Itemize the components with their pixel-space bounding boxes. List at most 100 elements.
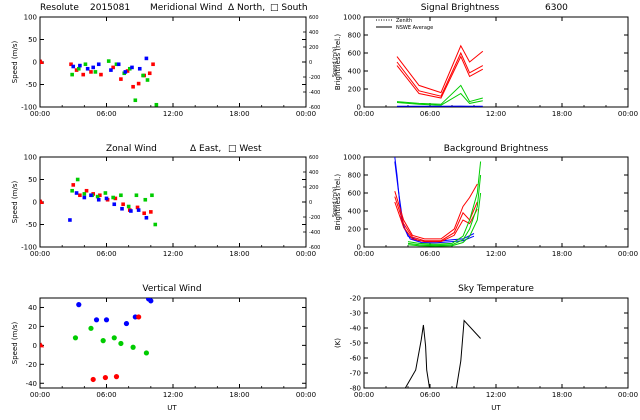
signal-ytick-label: 400 (348, 68, 361, 76)
signal-series-red-3 (396, 55, 484, 99)
zonal-rtick-label: -200 (309, 215, 320, 221)
zonal-point-green (82, 192, 87, 196)
vertical-ylabel: Speed (m/s) (11, 322, 19, 365)
meridional-point-red (136, 81, 141, 86)
vertical-xtick-label: 00:00 (296, 391, 316, 399)
meridional-title: Meridional Wind (150, 3, 222, 13)
sky-ytick-label: -40 (350, 325, 361, 333)
meridional-ytick-label: 100 (24, 14, 37, 22)
meridional-point-red (81, 72, 86, 77)
zonal-legend-west: □ West (228, 144, 262, 154)
meridional-point-green (127, 66, 132, 71)
meridional-point-red (111, 65, 115, 70)
meridional-point-red (99, 72, 103, 77)
vertical-point-green (111, 335, 117, 341)
background-ytick-label: 600 (348, 190, 361, 198)
signal-series-green-1 (396, 84, 483, 105)
meridional-data (40, 56, 159, 107)
background-xtick-label: 00:00 (618, 250, 638, 258)
meridional-point-blue (91, 65, 95, 70)
meridional-ylabel: Speed (m/s) (11, 41, 19, 84)
sky-data (404, 319, 481, 388)
meridional-point-zero (40, 59, 45, 64)
meridional-rtick-label: 600 (309, 15, 319, 21)
zonal-ytick-label: 0 (33, 199, 37, 207)
background-data (394, 157, 482, 247)
legend-zenith-label: Zenith (396, 18, 412, 24)
zonal-frame (39, 156, 307, 248)
meridional-frame (39, 16, 307, 108)
background-series-green-3 (407, 192, 482, 247)
panel-background-brightness: Background Brightness Brightness (rel.) … (334, 144, 638, 258)
zonal-point-green (134, 193, 139, 198)
zonal-point-red (135, 205, 140, 210)
zonal-point-green (150, 193, 154, 198)
meridional-point-blue (71, 64, 76, 69)
meridional-point-red (89, 70, 93, 74)
meridional-point-blue (96, 62, 101, 67)
zonal-point-red (71, 183, 76, 187)
panel-meridional-wind: Meridional Wind Δ North, □ South Speed (… (11, 3, 338, 118)
vertical-frame (39, 297, 307, 389)
signal-data (396, 44, 484, 107)
zonal-point-blue (112, 202, 117, 207)
meridional-point-green (93, 70, 98, 74)
zonal-point-green (70, 188, 74, 193)
vertical-point-green (143, 350, 149, 356)
meridional-point-green (141, 73, 145, 78)
signal-xtick-label: 12:00 (486, 110, 506, 118)
zonal-title: Zonal Wind (106, 144, 157, 154)
background-series-green-1 (407, 161, 482, 245)
vertical-point-blue (93, 317, 100, 323)
meridional-xtick-label: 18:00 (229, 110, 249, 118)
zonal-rtick-label: 0 (309, 200, 312, 206)
background-ytick-label: 1000 (343, 154, 361, 162)
zonal-point-blue (74, 191, 79, 195)
legend-nswe-label: NSWE Average (396, 25, 433, 31)
meridional-point-green (83, 62, 88, 67)
x-axis-label-right: UT (491, 404, 501, 412)
meridional-point-blue (78, 63, 82, 68)
zonal-point-red (98, 193, 102, 198)
background-series-green-2 (407, 174, 482, 246)
vertical-xtick-label: 18:00 (229, 391, 249, 399)
zonal-rtick-label: -400 (309, 230, 320, 236)
sky-xtick-label: 12:00 (486, 391, 506, 399)
vertical-point-blue (148, 298, 154, 304)
sky-ytick-label: -20 (350, 295, 361, 303)
signal-series-Zenith (396, 44, 484, 94)
zonal-xtick-label: 18:00 (229, 250, 249, 258)
meridional-rtick-label: 200 (309, 45, 319, 51)
panel-zonal-wind: Zonal Wind Δ East, □ West Speed (m/s) Sp… (11, 144, 338, 258)
zonal-point-blue (129, 209, 133, 213)
meridional-point-green (70, 72, 74, 77)
background-ytick-label: 400 (348, 208, 361, 216)
signal-xtick-label: 00:00 (354, 110, 374, 118)
vertical-xtick-label: 06:00 (96, 391, 116, 399)
meridional-point-red (125, 69, 130, 73)
vertical-title: Vertical Wind (142, 284, 201, 294)
signal-ytick-label: 1000 (343, 14, 361, 22)
signal-ytick-label: 200 (348, 86, 361, 94)
background-series-red-1 (394, 183, 478, 240)
zonal-point-blue (120, 206, 124, 211)
signal-xtick-label: 00:00 (618, 110, 638, 118)
zonal-point-zero (40, 199, 45, 204)
meridional-rtick-label: 400 (309, 30, 319, 36)
vertical-point-red (113, 374, 120, 380)
meridional-ytick-label: 50 (28, 36, 37, 44)
vertical-point-zero (40, 342, 45, 348)
signal-ylabel: Brightness (rel.) (334, 34, 342, 90)
meridional-rtick-label: -600 (309, 105, 320, 111)
sky-ytick-label: -70 (350, 370, 361, 378)
sky-xtick-label: 18:00 (552, 391, 572, 399)
vertical-ytick-label: 20 (28, 323, 37, 331)
vertical-point-green (118, 340, 124, 347)
zonal-point-red (84, 188, 89, 193)
station-name: Resolute (40, 3, 79, 13)
meridional-point-red (119, 77, 123, 81)
meridional-legend-south: □ South (270, 3, 308, 13)
zonal-point-green (119, 193, 123, 198)
zonal-rtick-label: 200 (309, 185, 319, 191)
background-series-red-3 (394, 201, 478, 243)
